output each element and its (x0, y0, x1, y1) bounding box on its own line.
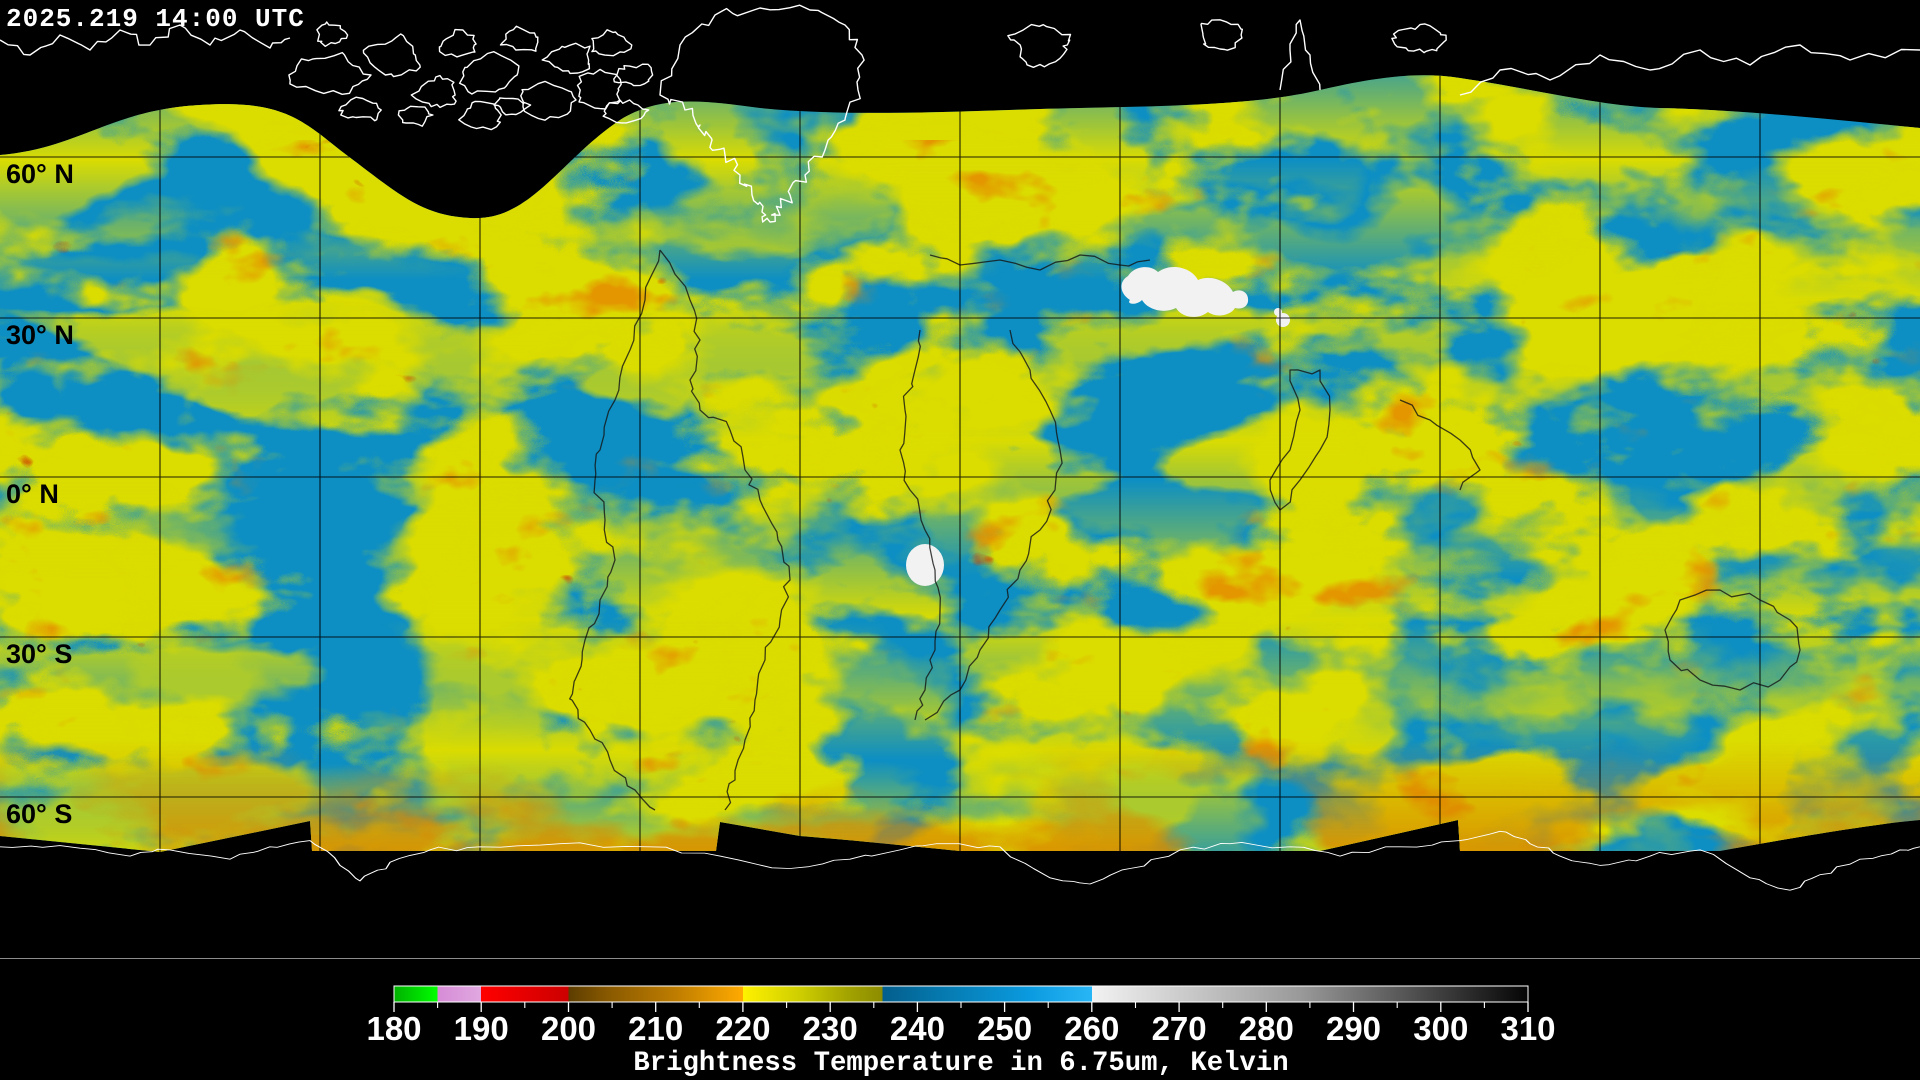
svg-text:30° S: 30° S (6, 639, 72, 669)
svg-text:240: 240 (890, 1010, 945, 1047)
svg-text:260: 260 (1064, 1010, 1119, 1047)
svg-text:250: 250 (977, 1010, 1032, 1047)
svg-text:190: 190 (454, 1010, 509, 1047)
svg-text:310: 310 (1500, 1010, 1555, 1047)
svg-text:230: 230 (803, 1010, 858, 1047)
svg-text:0° N: 0° N (6, 479, 59, 509)
svg-text:60° S: 60° S (6, 799, 72, 829)
svg-text:180: 180 (366, 1010, 421, 1047)
svg-text:300: 300 (1413, 1010, 1468, 1047)
svg-text:200: 200 (541, 1010, 596, 1047)
svg-text:60° N: 60° N (6, 159, 74, 189)
svg-text:30° N: 30° N (6, 320, 74, 350)
svg-text:210: 210 (628, 1010, 683, 1047)
svg-text:220: 220 (715, 1010, 770, 1047)
svg-text:Brightness Temperature in 6.75: Brightness Temperature in 6.75um, Kelvin (633, 1048, 1288, 1079)
svg-text:290: 290 (1326, 1010, 1381, 1047)
svg-text:280: 280 (1239, 1010, 1294, 1047)
svg-text:270: 270 (1152, 1010, 1207, 1047)
